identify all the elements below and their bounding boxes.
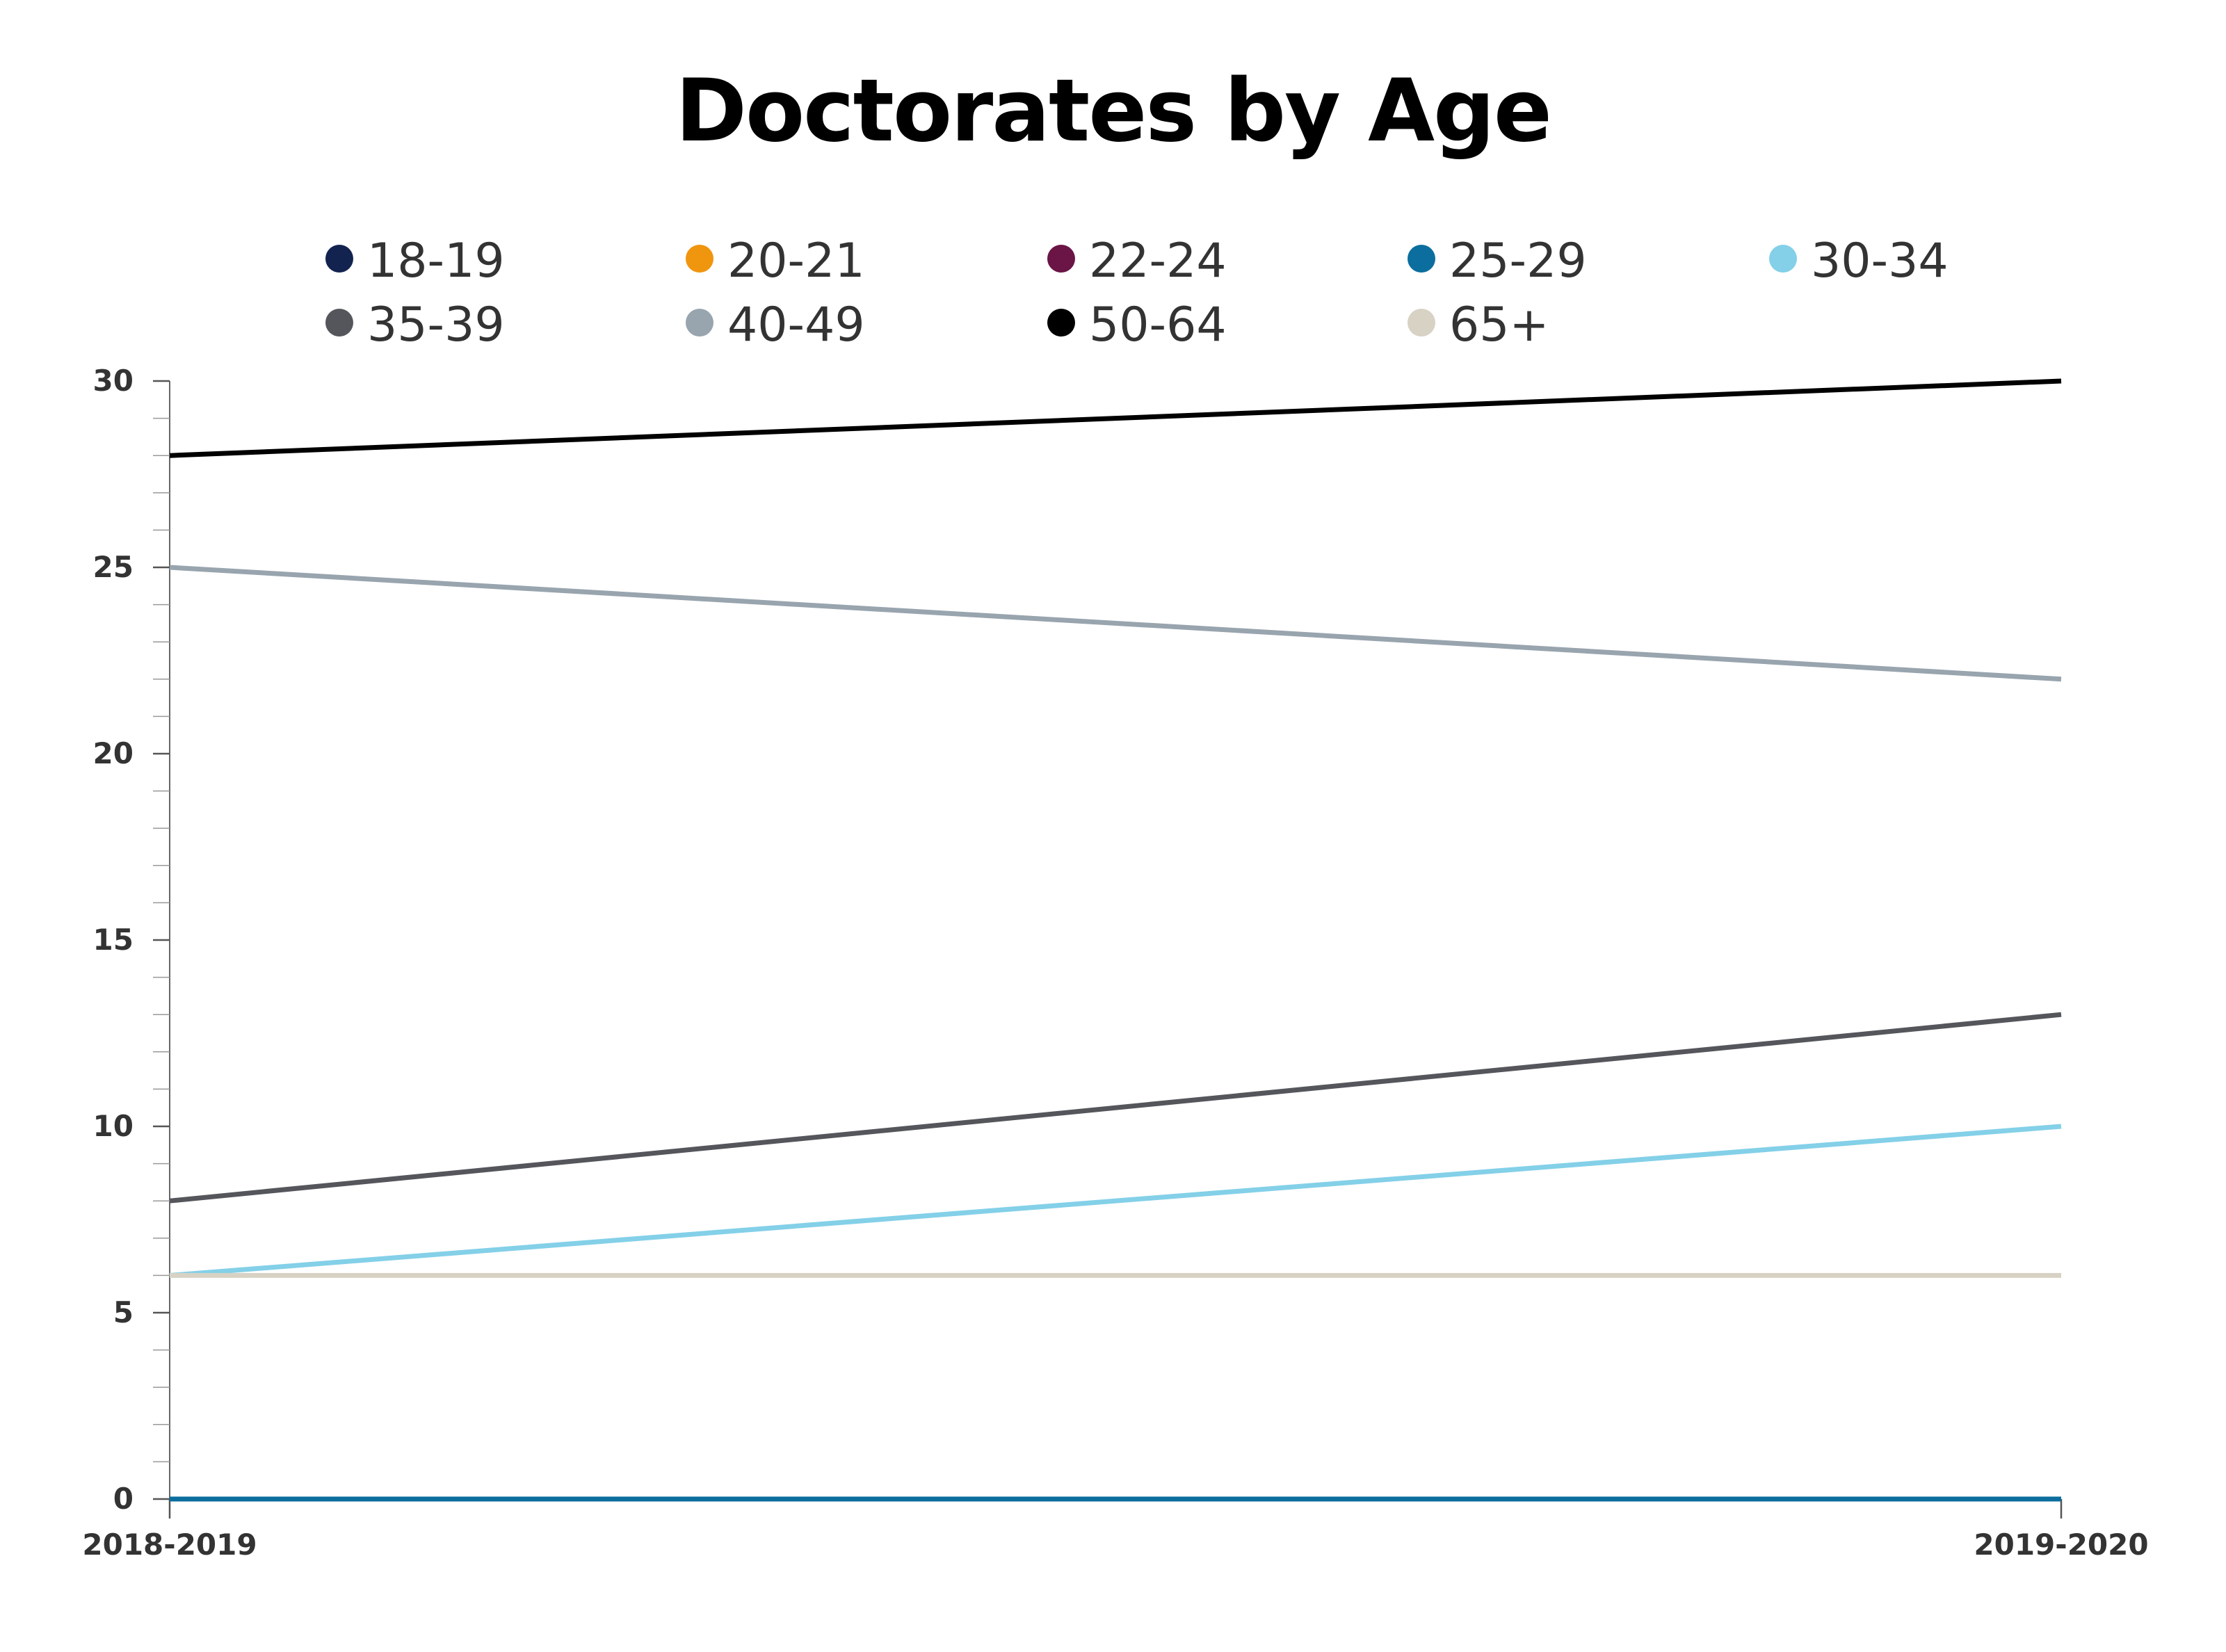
legend-marker-30-34 [1769,245,1797,273]
y-tick-label: 15 [93,923,134,957]
legend-item[interactable]: 22-24 [1047,234,1227,289]
y-tick-label: 0 [113,1482,134,1516]
x-tick-label: 2018-2019 [82,1528,257,1562]
legend-marker-35-39 [325,309,353,337]
legend-item[interactable]: 65+ [1408,298,1549,353]
legend-item[interactable]: 30-34 [1769,234,1949,289]
legend-label: 40-49 [727,298,865,353]
series-line-35-39[interactable] [169,1012,2062,1204]
legend-item[interactable]: 50-64 [1047,298,1227,353]
legend-label: 50-64 [1089,298,1227,353]
series-line-50-64[interactable] [169,378,2062,458]
legend-marker-65+ [1408,309,1435,337]
y-tick-label: 20 [93,736,134,770]
legend-item[interactable]: 35-39 [325,298,505,353]
series-line-30-34[interactable] [169,1124,2062,1278]
y-axis: 0 5 10 15 20 25 30 [93,364,170,1516]
legend-item[interactable]: 25-29 [1408,234,1587,289]
legend-marker-50-64 [1047,309,1075,337]
legend-marker-25-29 [1408,245,1435,273]
legend-item[interactable]: 20-21 [686,234,865,289]
chart-title: Doctorates by Age [675,61,1552,161]
legend-item[interactable]: 40-49 [686,298,865,353]
legend-label: 25-29 [1449,234,1587,289]
x-tick-label: 2019-2020 [1974,1528,2148,1562]
series-lines [169,378,2062,1502]
legend-label: 22-24 [1089,234,1227,289]
x-axis: 2018-2019 2019-2020 [82,1499,2149,1562]
legend-item[interactable]: 18-19 [325,234,505,289]
legend-marker-40-49 [686,309,713,337]
legend-label: 65+ [1449,298,1549,353]
legend-marker-22-24 [1047,245,1075,273]
legend-label: 18-19 [367,234,505,289]
y-tick-label: 5 [113,1295,134,1329]
y-tick-label: 25 [93,550,134,584]
legend-marker-20-21 [686,245,713,273]
y-tick-label: 10 [93,1109,134,1143]
legend-marker-18-19 [325,245,353,273]
series-line-40-49[interactable] [169,565,2062,682]
y-tick-label: 30 [93,364,134,398]
legend-label: 30-34 [1811,234,1949,289]
legend-label: 35-39 [367,298,505,353]
legend-label: 20-21 [727,234,865,289]
legend: 18-19 20-21 22-24 25-29 30-34 35-39 40-49 50-64… [325,234,1949,353]
